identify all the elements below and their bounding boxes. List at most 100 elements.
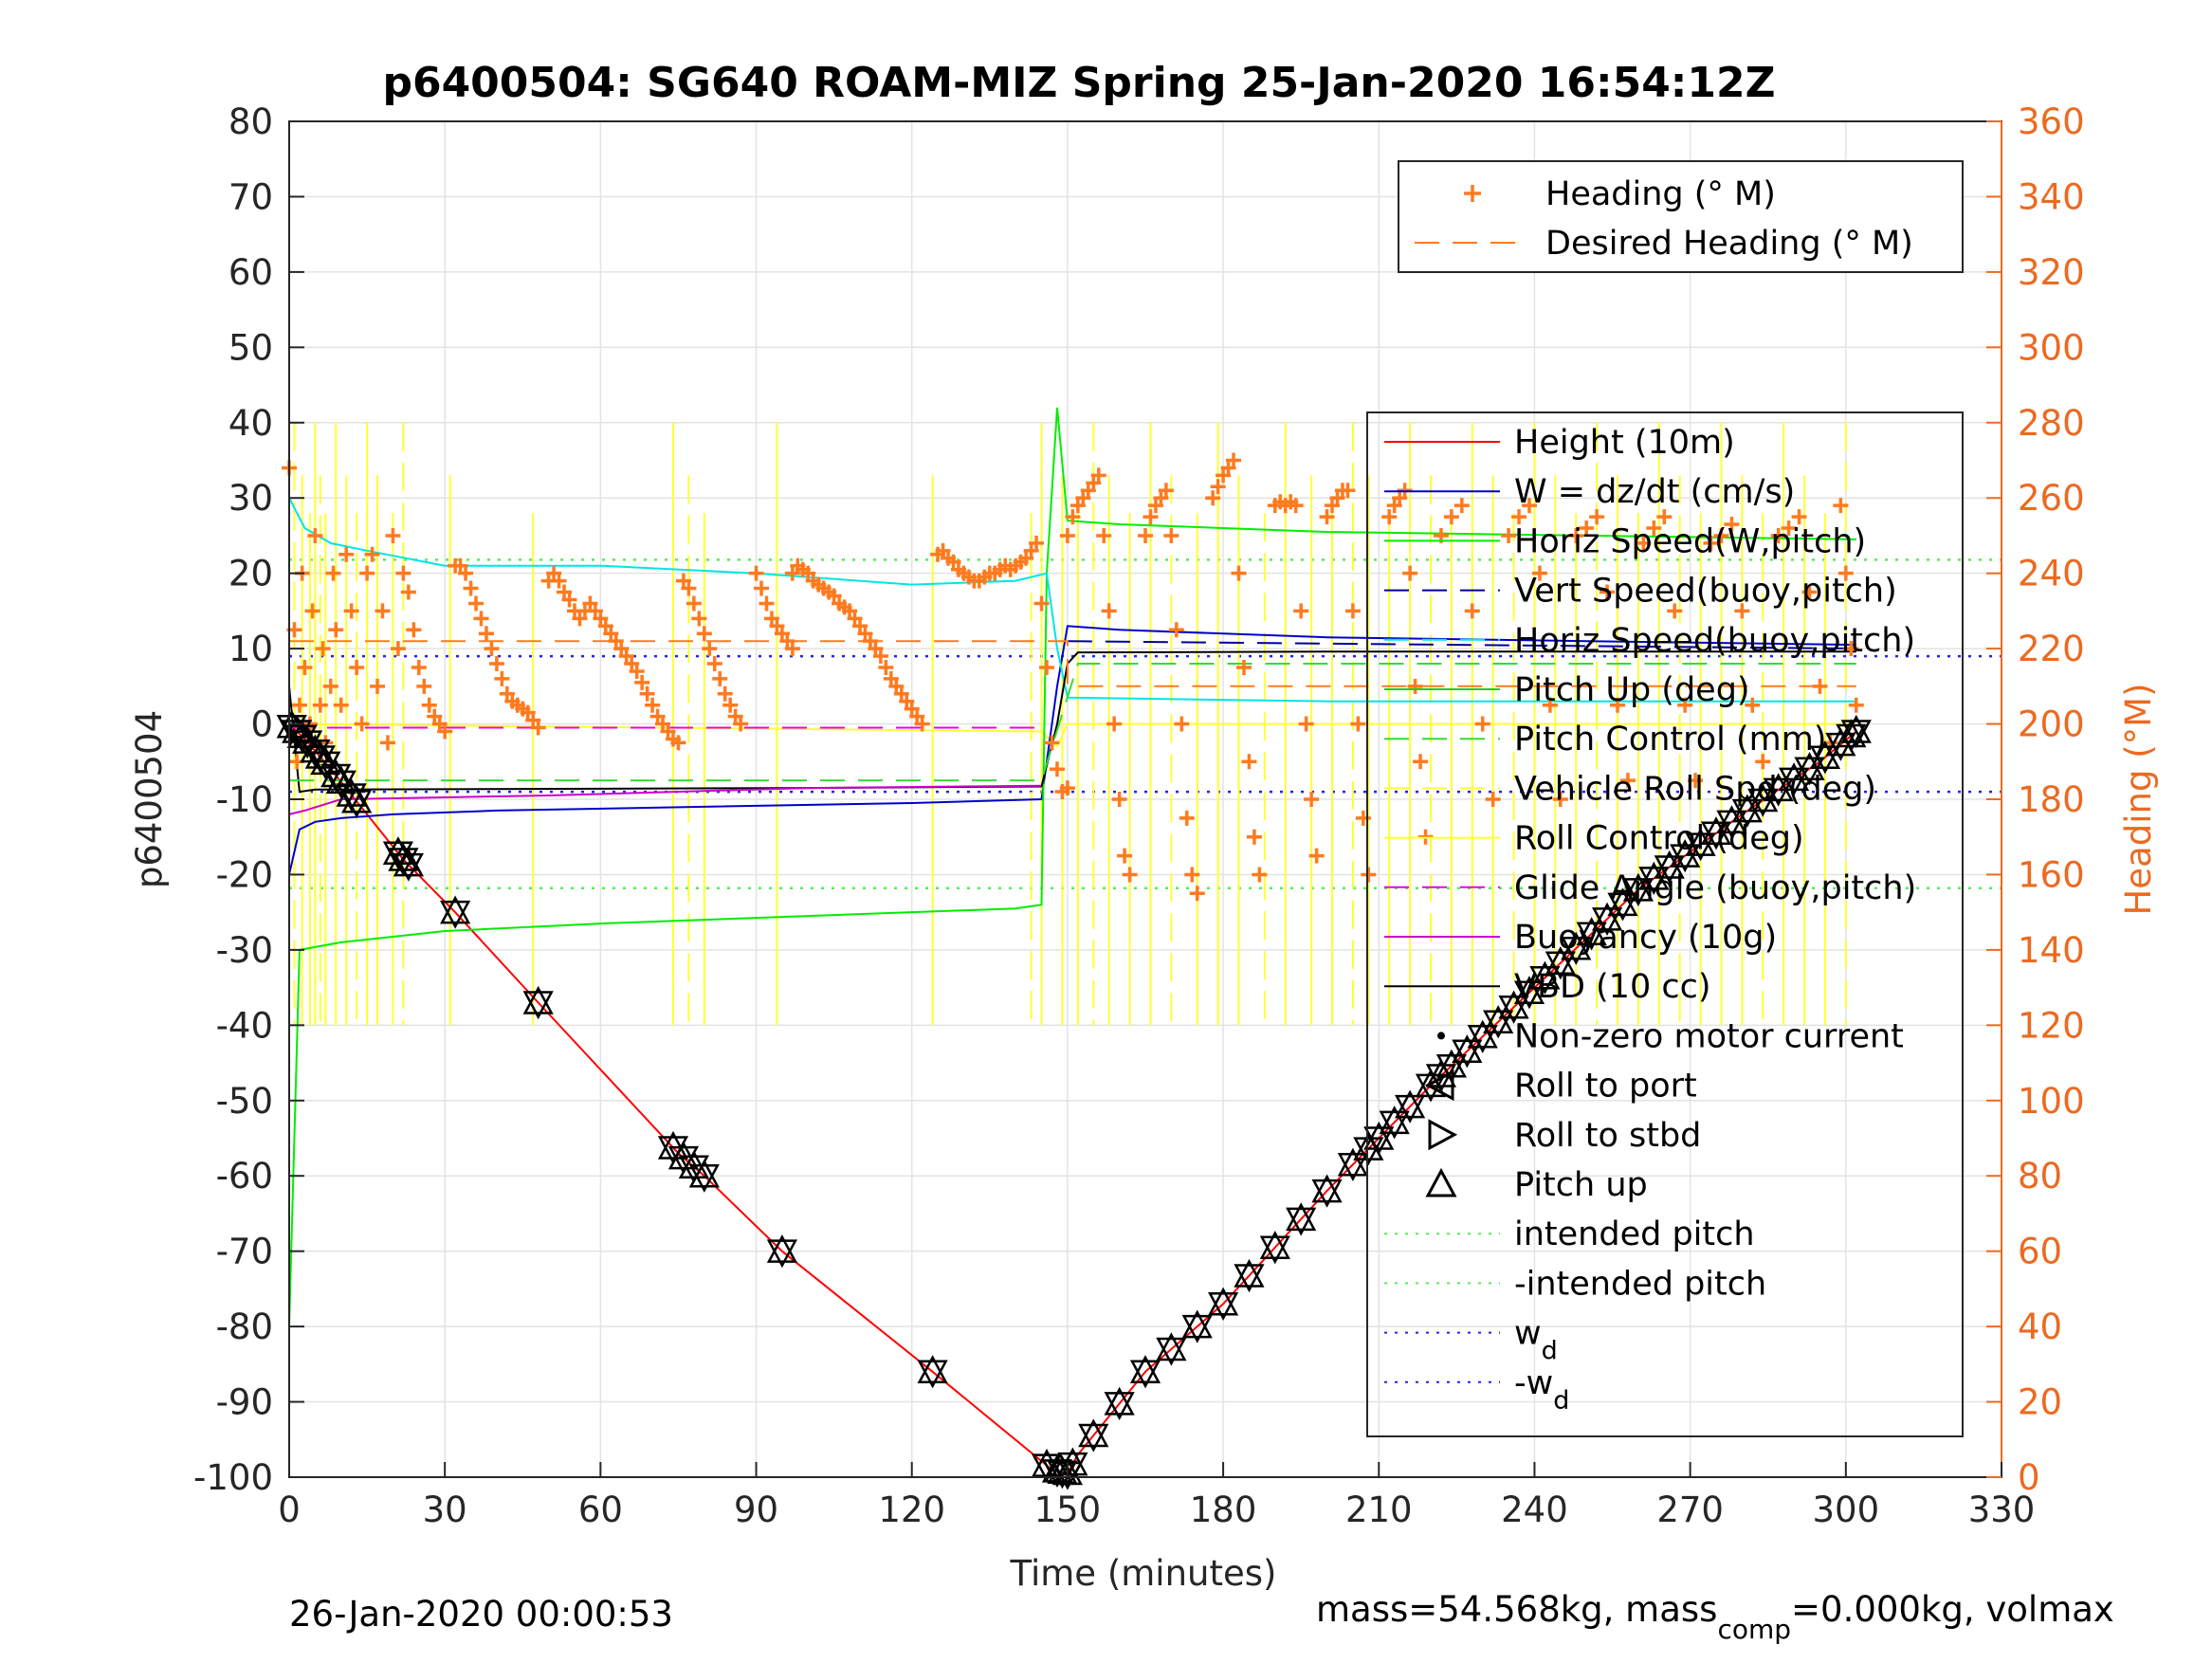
heading-marker [1252, 867, 1268, 883]
pitch-up-marker [1591, 902, 1623, 931]
heading-markers [282, 452, 1864, 902]
roll-marker [1156, 1337, 1187, 1366]
legend-motor-current-swatch [1437, 1032, 1445, 1040]
heading-marker [385, 527, 401, 543]
y-tick-label: 10 [229, 629, 273, 669]
reference-lines [289, 558, 2002, 889]
pitch-up-marker [1607, 887, 1638, 917]
pitch-up-marker [1311, 1174, 1343, 1203]
heading-marker [1231, 565, 1247, 581]
heading-marker [1350, 716, 1366, 732]
heading-marker [1111, 792, 1127, 807]
roll-marker [320, 763, 352, 793]
x-tick-label: 180 [1190, 1489, 1257, 1530]
y-tick-label: -90 [216, 1382, 273, 1423]
legend-series-label: W = dz/dt (cm/s) [1514, 473, 1795, 511]
pitch-up-marker [657, 1130, 689, 1160]
right-axis-label: Heading (°M) [2118, 683, 2159, 915]
right-tick-label: 60 [2018, 1232, 2062, 1272]
pitch-up-marker [688, 1159, 720, 1188]
heading-marker [1843, 641, 1859, 657]
x-tick-label: 150 [1034, 1489, 1102, 1530]
heading-marker [1413, 754, 1429, 770]
right-axis-ticks: 0 20 40 60 80 100 120 140 160 180 200 220 240 260 280 3… [1986, 101, 2085, 1498]
x-tick-label: 300 [1813, 1489, 1880, 1530]
roll-marker [1638, 867, 1670, 896]
roll-marker [1622, 878, 1654, 906]
footer-mass-sub: comp [1717, 1614, 1791, 1645]
pitch-up-marker [341, 784, 373, 813]
legend-series-label: Horiz Speed(W,pitch) [1514, 522, 1866, 560]
legend-series-label: Glide Angle (buoy,pitch) [1514, 869, 1916, 907]
series-lines [288, 407, 1857, 1475]
heading-marker [1344, 603, 1361, 619]
heading-marker [878, 659, 894, 675]
legend-series-label: Height (10m) [1514, 424, 1735, 462]
heading-marker [1542, 697, 1558, 713]
pitch-up-marker [393, 848, 424, 877]
heading-marker [1677, 697, 1693, 713]
heading-marker [629, 663, 645, 679]
heading-marker [488, 656, 504, 671]
heading-marker [1090, 467, 1106, 484]
roll-marker [1234, 1264, 1265, 1293]
heading-marker [670, 735, 686, 751]
pitch-up-marker [522, 985, 554, 1014]
right-tick-label: 300 [2018, 327, 2085, 368]
pitch-up-marker [1181, 1309, 1213, 1339]
heading-marker [1288, 498, 1304, 514]
y-tick-label: 20 [229, 554, 273, 594]
heading-marker [1688, 773, 1704, 789]
right-tick-label: 100 [2018, 1081, 2085, 1122]
heading-marker [1163, 527, 1179, 543]
heading-marker [291, 697, 307, 713]
heading-marker [1474, 716, 1490, 732]
heading-marker [297, 659, 313, 675]
right-tick-label: 280 [2018, 403, 2085, 444]
heading-marker [379, 735, 395, 751]
roll-marker [1498, 996, 1529, 1024]
y-tick-label: 50 [229, 327, 273, 368]
heading-marker [1656, 509, 1673, 525]
pitch-up-marker [1716, 805, 1747, 834]
roll-marker [1747, 788, 1779, 817]
roll-control-baseline [288, 722, 1856, 749]
heading-marker [686, 595, 702, 612]
roll-marker [1794, 757, 1825, 786]
series-w [288, 625, 1856, 875]
heading-marker [639, 685, 655, 702]
roll-marker [1363, 1126, 1395, 1156]
heading-marker [1361, 867, 1377, 883]
heading-marker [1096, 527, 1112, 543]
y-tick-label: 0 [250, 704, 273, 745]
heading-marker [400, 584, 416, 600]
roll-marker [1311, 1179, 1343, 1208]
series-desired-heading [289, 640, 1856, 687]
legend-heading-label: Desired Heading (° M) [1545, 225, 1913, 263]
heading-marker [681, 580, 697, 596]
legend-roll-port-swatch [1424, 1069, 1454, 1102]
x-axis-label: Time (minutes) [1010, 1553, 1277, 1594]
heading-marker [1355, 810, 1371, 826]
heading-marker [784, 641, 800, 657]
roll-marker [1763, 777, 1794, 807]
heading-marker [696, 626, 712, 642]
heading-marker [1293, 603, 1309, 619]
legend-series-label: Buoyancy (10g) [1514, 919, 1777, 957]
roll-marker [1286, 1207, 1317, 1236]
roll-marker [1576, 922, 1607, 951]
pitch-up-marker [1234, 1258, 1265, 1288]
roll-marker [1591, 907, 1623, 936]
heading-marker [1636, 535, 1652, 551]
heading-marker [416, 678, 432, 694]
heading-marker [914, 716, 930, 732]
y-tick-label: -30 [216, 930, 273, 971]
heading-marker [322, 678, 338, 694]
heading-marker [1579, 521, 1595, 536]
roll-marker [1415, 1073, 1447, 1103]
roll-marker [1353, 1137, 1384, 1166]
roll-marker [1483, 1010, 1514, 1039]
heading-marker [1485, 792, 1501, 807]
heading-marker [1101, 603, 1117, 619]
heading-marker [370, 678, 386, 694]
